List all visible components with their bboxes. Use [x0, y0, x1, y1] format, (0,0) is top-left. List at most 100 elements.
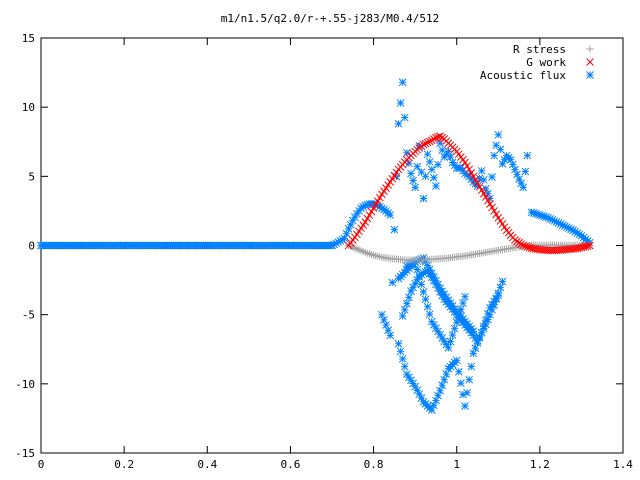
data-point: [448, 302, 457, 310]
x-tick-label: 1.2: [530, 458, 550, 471]
data-point: [492, 295, 501, 303]
data-point: [467, 324, 476, 333]
data-point: [367, 207, 376, 216]
data-point: [398, 312, 407, 320]
y-tick-label: 10: [22, 101, 35, 114]
data-point: [384, 326, 392, 335]
data-point: [446, 337, 455, 346]
data-point: [419, 194, 428, 203]
x-tick-label: 0.8: [364, 458, 384, 471]
x-tick-label: 0.2: [114, 458, 134, 471]
data-point: [523, 243, 532, 251]
data-point: [392, 168, 401, 177]
data-point: [508, 160, 517, 169]
data-point: [367, 250, 375, 258]
data-point: [434, 280, 442, 289]
data-point: [490, 151, 498, 160]
data-point: [388, 278, 397, 287]
data-point: [477, 186, 486, 195]
data-point: [496, 283, 505, 292]
data-point: [371, 200, 380, 209]
data-point: [413, 265, 422, 274]
data-point: [452, 318, 461, 327]
data-point: [459, 252, 467, 260]
data-point: [454, 312, 463, 320]
data-point: [448, 331, 457, 339]
data-point: [467, 251, 475, 259]
data-point: [467, 362, 476, 371]
data-point: [575, 230, 584, 239]
data-point: [475, 182, 484, 191]
data-point: [454, 164, 463, 172]
data-point: [351, 233, 359, 242]
data-point: [396, 347, 405, 356]
data-point: [409, 176, 417, 185]
data-point: [369, 204, 378, 213]
data-point: [421, 172, 430, 181]
data-point: [338, 235, 347, 244]
data-point: [421, 139, 430, 148]
data-point: [459, 155, 467, 164]
data-point: [402, 299, 411, 308]
data-point: [451, 253, 459, 261]
data-point: [473, 179, 482, 188]
data-point: [423, 150, 432, 159]
data-point: [342, 229, 351, 238]
x-tick-label: 0.4: [197, 458, 217, 471]
data-point: [429, 135, 438, 143]
data-point: [492, 247, 500, 255]
data-point: [454, 367, 463, 376]
data-point: [501, 245, 509, 253]
data-point: [469, 172, 478, 181]
data-point: [513, 170, 521, 179]
chart-title: m1/n1.5/q2.0/r-+.55-j283/M0.4/512: [221, 12, 440, 25]
data-point: [409, 379, 417, 388]
data-point: [411, 183, 419, 192]
data-point: [417, 142, 426, 151]
data-point: [459, 390, 467, 399]
legend-marker: [586, 45, 594, 53]
data-point: [450, 161, 459, 170]
data-point: [442, 370, 451, 379]
data-point: [382, 321, 390, 329]
y-tick-label: 15: [22, 32, 35, 45]
data-point: [517, 240, 526, 248]
data-point: [365, 211, 374, 219]
data-point: [467, 169, 476, 177]
data-point: [488, 173, 496, 181]
data-point: [479, 175, 488, 184]
data-point: [346, 220, 355, 229]
data-point: [509, 244, 517, 252]
data-point: [548, 246, 557, 255]
x-tick-label: 0: [38, 458, 45, 471]
data-point: [484, 248, 492, 256]
data-point: [373, 197, 382, 206]
x-tick-label: 1: [453, 458, 460, 471]
legend-label: G work: [526, 56, 566, 69]
data-point: [477, 166, 486, 175]
data-point: [581, 242, 590, 251]
data-point: [457, 379, 465, 387]
data-point: [461, 402, 469, 410]
data-point: [461, 292, 469, 301]
data-point: [500, 223, 509, 232]
data-point: [463, 388, 471, 397]
legend-label: Acoustic flux: [480, 69, 566, 82]
data-point: [390, 225, 399, 234]
data-point: [429, 173, 438, 182]
series-layer: [37, 78, 594, 414]
data-point: [583, 242, 592, 250]
data-point: [376, 253, 384, 261]
data-point: [457, 305, 465, 314]
data-point: [492, 210, 501, 219]
data-point: [419, 287, 428, 296]
data-point: [384, 254, 392, 262]
data-point: [446, 153, 455, 161]
data-point: [494, 130, 503, 139]
data-point: [398, 355, 407, 363]
x-axis: 0 0.2 0.4 0.6 0.8 1 1.2 1.4: [38, 38, 633, 471]
legend-label: R stress: [513, 43, 566, 56]
data-point: [425, 157, 434, 166]
data-point: [415, 273, 424, 281]
